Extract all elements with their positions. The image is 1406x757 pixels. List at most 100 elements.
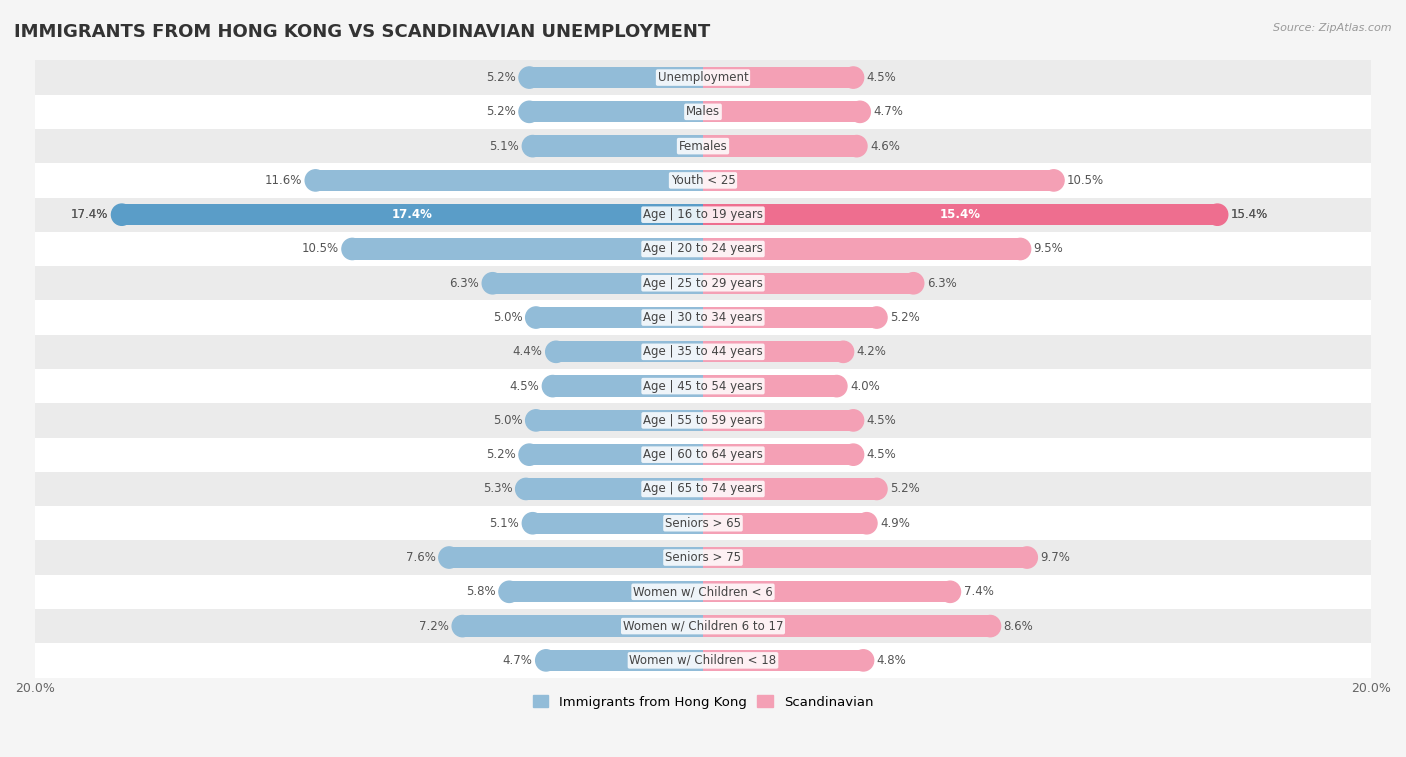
Bar [463,615,703,637]
Bar [533,512,703,534]
Circle shape [543,375,562,397]
Bar [529,444,703,466]
Text: Age | 45 to 54 years: Age | 45 to 54 years [643,379,763,393]
Text: 5.3%: 5.3% [484,482,513,496]
Text: 4.9%: 4.9% [880,517,910,530]
Bar [533,136,703,157]
Bar [122,204,703,226]
Circle shape [516,478,536,500]
Text: Source: ZipAtlas.com: Source: ZipAtlas.com [1274,23,1392,33]
Circle shape [546,341,567,363]
Circle shape [866,307,887,329]
Text: Seniors > 65: Seniors > 65 [665,517,741,530]
Text: Women w/ Children < 18: Women w/ Children < 18 [630,654,776,667]
Text: 4.5%: 4.5% [866,71,897,84]
Text: Seniors > 75: Seniors > 75 [665,551,741,564]
Bar [35,609,1371,643]
Text: Age | 25 to 29 years: Age | 25 to 29 years [643,277,763,290]
Bar [703,136,856,157]
Bar [703,444,853,466]
Bar [555,341,703,363]
Circle shape [1010,238,1031,260]
Text: Women w/ Children < 6: Women w/ Children < 6 [633,585,773,598]
Text: 9.5%: 9.5% [1033,242,1063,255]
Text: 4.2%: 4.2% [856,345,887,358]
Text: 4.5%: 4.5% [866,414,897,427]
Circle shape [482,273,503,294]
Text: 4.7%: 4.7% [503,654,533,667]
Bar [703,273,914,294]
Bar [315,170,703,191]
Bar [703,512,866,534]
Bar [35,403,1371,438]
Text: Unemployment: Unemployment [658,71,748,84]
Bar [35,266,1371,301]
Bar [703,101,860,123]
Circle shape [903,273,924,294]
Bar [703,307,877,329]
Text: 10.5%: 10.5% [302,242,339,255]
Bar [35,540,1371,575]
Bar [703,547,1026,569]
Bar [703,170,1053,191]
Text: 5.2%: 5.2% [486,105,516,118]
Circle shape [111,204,132,226]
Text: 5.0%: 5.0% [494,414,523,427]
Circle shape [1208,204,1227,226]
Bar [35,643,1371,678]
Circle shape [522,136,543,157]
Text: 5.1%: 5.1% [489,517,519,530]
Bar [449,547,703,569]
Text: Age | 55 to 59 years: Age | 55 to 59 years [643,414,763,427]
Text: 5.8%: 5.8% [467,585,496,598]
Circle shape [1043,170,1064,191]
Text: 4.5%: 4.5% [866,448,897,461]
Text: Age | 35 to 44 years: Age | 35 to 44 years [643,345,763,358]
Text: Males: Males [686,105,720,118]
Bar [35,232,1371,266]
Text: 6.3%: 6.3% [927,277,956,290]
Text: 9.7%: 9.7% [1040,551,1070,564]
Text: Age | 30 to 34 years: Age | 30 to 34 years [643,311,763,324]
Bar [35,61,1371,95]
Text: 4.0%: 4.0% [851,379,880,393]
Bar [536,410,703,431]
Bar [35,164,1371,198]
Circle shape [1017,547,1038,569]
Circle shape [849,101,870,123]
Bar [35,95,1371,129]
Circle shape [827,375,846,397]
Bar [35,198,1371,232]
Text: 6.3%: 6.3% [450,277,479,290]
Text: 5.1%: 5.1% [489,139,519,153]
Text: 4.4%: 4.4% [513,345,543,358]
Bar [703,341,844,363]
Circle shape [526,307,547,329]
Text: 17.4%: 17.4% [72,208,108,221]
Circle shape [844,444,863,466]
Text: Women w/ Children 6 to 17: Women w/ Children 6 to 17 [623,619,783,633]
Text: 5.2%: 5.2% [890,311,920,324]
Text: 8.6%: 8.6% [1004,619,1033,633]
Circle shape [305,170,326,191]
Text: 5.2%: 5.2% [890,482,920,496]
Bar [703,478,877,500]
Text: 4.5%: 4.5% [509,379,540,393]
Text: 11.6%: 11.6% [264,174,302,187]
Bar [35,129,1371,164]
Circle shape [526,410,547,431]
Bar [546,650,703,671]
Text: 15.4%: 15.4% [939,208,981,221]
Bar [492,273,703,294]
Text: Females: Females [679,139,727,153]
Circle shape [980,615,1001,637]
Bar [529,67,703,88]
Text: 15.4%: 15.4% [1230,208,1268,221]
Bar [703,410,853,431]
Text: 4.7%: 4.7% [873,105,903,118]
Circle shape [866,478,887,500]
Text: 17.4%: 17.4% [72,208,108,221]
Bar [35,506,1371,540]
Circle shape [844,67,863,88]
Bar [35,472,1371,506]
